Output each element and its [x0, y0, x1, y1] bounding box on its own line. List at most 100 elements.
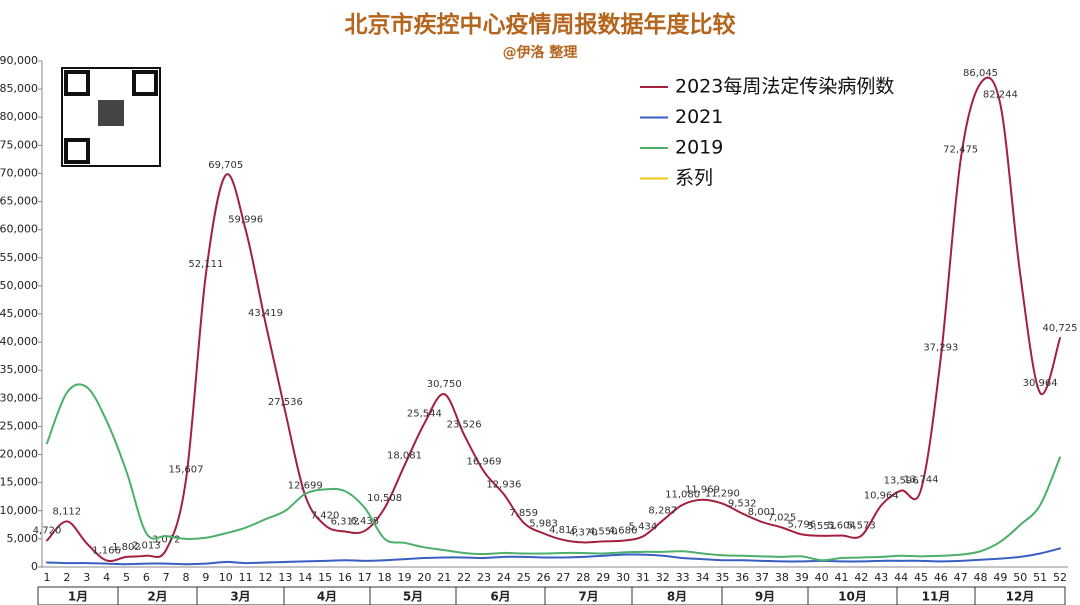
x-tick-label: 36 — [735, 571, 749, 584]
x-tick-label: 34 — [695, 571, 709, 584]
value-label: 23,526 — [447, 420, 482, 431]
x-tick-label: 33 — [676, 571, 690, 584]
x-tick-label: 45 — [914, 571, 928, 584]
x-tick-label: 44 — [894, 571, 908, 584]
x-tick-label: 46 — [934, 571, 948, 584]
series-line — [46, 76, 1061, 562]
value-label: 11,969 — [685, 485, 720, 496]
x-tick-label: 48 — [974, 571, 988, 584]
x-tick-label: 14 — [298, 571, 312, 584]
value-label: 13,596 — [884, 476, 919, 487]
x-tick-label: 3 — [83, 571, 90, 584]
month-label: 12月 — [1006, 590, 1035, 604]
x-tick-label: 27 — [556, 571, 570, 584]
value-label: 4,686 — [609, 526, 638, 537]
month-label: 11月 — [922, 590, 951, 604]
series-line — [46, 547, 1061, 566]
value-label: 25,544 — [407, 408, 442, 419]
y-tick-label: 50,000 — [0, 279, 38, 292]
value-label: 12,936 — [486, 479, 521, 490]
legend-label: 2023每周法定传染病例数 — [675, 76, 894, 98]
y-tick-label: 35,000 — [0, 363, 38, 376]
value-label: 1,802 — [112, 542, 141, 553]
value-label: 5,796 — [787, 519, 816, 530]
y-tick-label: 15,000 — [0, 476, 38, 489]
value-label: 4,816 — [549, 525, 578, 536]
x-tick-label: 1 — [44, 571, 51, 584]
x-tick-label: 39 — [795, 571, 809, 584]
value-label: 5,604 — [827, 520, 856, 531]
x-tick-label: 49 — [993, 571, 1007, 584]
y-tick-label: 45,000 — [0, 307, 38, 320]
value-label: 11,080 — [665, 490, 700, 501]
y-tick-label: 10,000 — [0, 504, 38, 517]
y-tick-label: 85,000 — [0, 82, 38, 95]
value-label: 18,081 — [387, 450, 422, 461]
value-label: 82,244 — [983, 90, 1018, 101]
x-tick-label: 38 — [775, 571, 789, 584]
month-label: 7月 — [578, 590, 598, 604]
x-tick-label: 50 — [1013, 571, 1027, 584]
value-label: 8,001 — [748, 507, 777, 518]
value-label: 8,287 — [648, 505, 677, 516]
value-label: 5,983 — [529, 518, 558, 529]
month-label: 3月 — [230, 590, 250, 604]
y-tick-label: 20,000 — [0, 448, 38, 461]
value-label: 15,607 — [169, 464, 204, 475]
x-tick-label: 6 — [143, 571, 150, 584]
x-tick-label: 23 — [477, 571, 491, 584]
x-tick-label: 9 — [202, 571, 209, 584]
x-tick-label: 19 — [398, 571, 412, 584]
chart-title: 北京市疾控中心疫情周报数据年度比较 — [345, 11, 736, 38]
x-tick-label: 29 — [596, 571, 610, 584]
legend-label: 2019 — [675, 137, 723, 159]
x-tick-label: 40 — [815, 571, 829, 584]
x-tick-label: 5 — [123, 571, 130, 584]
x-tick-label: 28 — [576, 571, 590, 584]
value-label: 86,045 — [963, 68, 998, 79]
y-tick-label: 40,000 — [0, 335, 38, 348]
month-label: 8月 — [667, 590, 687, 604]
value-label: 4,370 — [569, 527, 598, 538]
x-tick-label: 11 — [239, 571, 253, 584]
month-row — [37, 586, 1066, 605]
x-tick-label: 8 — [183, 571, 190, 584]
chart-subtitle: @伊洛 整理 — [503, 44, 578, 61]
qr-code — [61, 67, 161, 167]
value-label: 59,996 — [228, 215, 263, 226]
value-label: 37,293 — [923, 342, 958, 353]
value-label: 11,290 — [705, 489, 740, 500]
value-label: 1,166 — [92, 545, 121, 556]
value-label: 7,025 — [768, 513, 797, 524]
value-label: 6,438 — [350, 516, 379, 527]
x-tick-label: 25 — [517, 571, 531, 584]
x-tick-label: 13 — [278, 571, 292, 584]
x-tick-label: 17 — [358, 571, 372, 584]
x-tick-label: 51 — [1033, 571, 1047, 584]
y-tick-label: 80,000 — [0, 110, 38, 123]
value-label: 5,434 — [629, 521, 658, 532]
value-label: 10,964 — [864, 490, 899, 501]
month-label: 9月 — [755, 590, 775, 604]
value-label: 6,312 — [331, 517, 360, 528]
value-label: 5,551 — [807, 521, 836, 532]
x-tick-label: 21 — [437, 571, 451, 584]
x-tick-label: 18 — [378, 571, 392, 584]
value-label: 10,508 — [367, 493, 402, 504]
y-tick-label: 25,000 — [0, 419, 38, 432]
y-tick-label: 65,000 — [0, 195, 38, 208]
x-tick-label: 2 — [63, 571, 70, 584]
series-line — [46, 383, 1061, 562]
value-label: 30,964 — [1023, 378, 1058, 389]
y-tick-label: 90,000 — [0, 54, 38, 67]
x-tick-label: 32 — [656, 571, 670, 584]
x-tick-label: 7 — [163, 571, 170, 584]
value-label: 4,720 — [33, 525, 62, 536]
y-tick-label: 60,000 — [0, 223, 38, 236]
x-tick-label: 30 — [616, 571, 630, 584]
x-tick-label: 42 — [854, 571, 868, 584]
x-tick-label: 47 — [954, 571, 968, 584]
x-tick-label: 31 — [636, 571, 650, 584]
x-tick-label: 24 — [497, 571, 511, 584]
